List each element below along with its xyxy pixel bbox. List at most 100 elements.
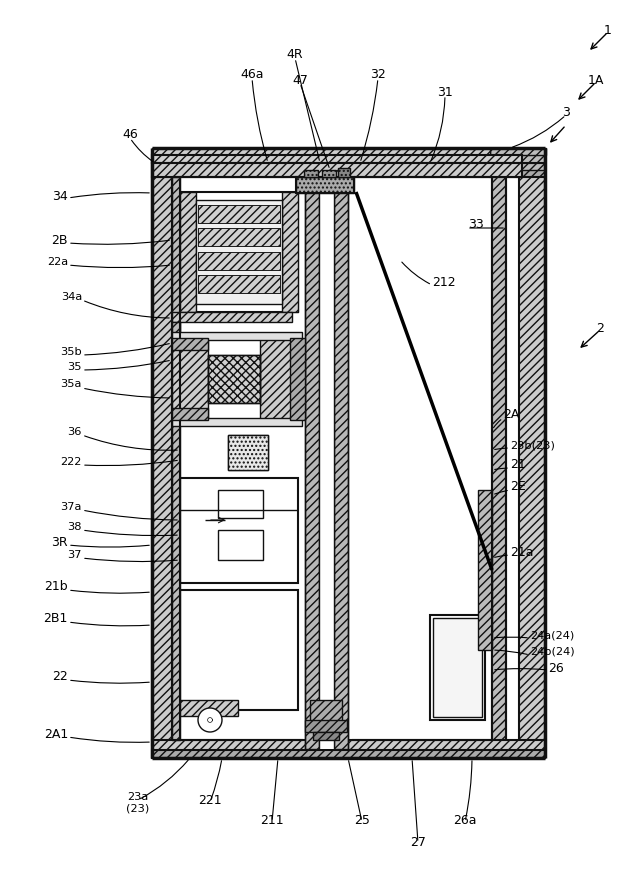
FancyArrowPatch shape <box>71 193 149 198</box>
Text: 35a: 35a <box>61 379 82 389</box>
Bar <box>338 168 350 177</box>
Bar <box>172 177 180 740</box>
Text: 1: 1 <box>604 24 612 37</box>
FancyArrowPatch shape <box>71 265 169 267</box>
FancyArrowPatch shape <box>402 262 429 284</box>
Text: 21b: 21b <box>44 581 68 594</box>
Bar <box>180 192 298 312</box>
Bar <box>152 155 522 163</box>
Text: 38: 38 <box>67 522 82 532</box>
Text: 35: 35 <box>67 362 82 372</box>
Text: 26: 26 <box>548 661 564 675</box>
Bar <box>310 700 342 725</box>
FancyArrowPatch shape <box>71 590 149 593</box>
FancyArrowPatch shape <box>84 511 177 520</box>
Text: 221: 221 <box>198 794 222 807</box>
Text: 222: 222 <box>61 457 82 467</box>
FancyArrowPatch shape <box>495 650 527 654</box>
Text: 211: 211 <box>260 814 284 826</box>
Bar <box>152 163 522 177</box>
Text: 4R: 4R <box>287 48 303 61</box>
FancyArrowPatch shape <box>252 81 268 160</box>
Bar <box>198 275 280 293</box>
Bar <box>313 732 339 740</box>
FancyArrowPatch shape <box>272 760 278 819</box>
Bar <box>198 205 280 223</box>
Bar <box>218 530 263 560</box>
Bar <box>296 177 354 193</box>
Bar <box>430 615 485 720</box>
Text: 34a: 34a <box>61 292 82 302</box>
Bar <box>296 177 354 193</box>
Bar <box>260 338 302 420</box>
Bar <box>290 338 305 420</box>
Text: 2A1: 2A1 <box>44 727 68 740</box>
Bar <box>152 750 545 758</box>
FancyArrowPatch shape <box>84 558 177 562</box>
FancyArrowPatch shape <box>361 81 378 160</box>
Text: 21: 21 <box>510 458 525 471</box>
Text: 31: 31 <box>437 86 453 98</box>
Text: 24a(24): 24a(24) <box>530 630 574 640</box>
FancyArrowPatch shape <box>84 301 169 318</box>
Bar <box>198 228 280 246</box>
Bar <box>305 720 347 732</box>
Text: 36: 36 <box>68 427 82 437</box>
Bar <box>492 177 506 745</box>
Bar <box>319 177 334 749</box>
Text: 22: 22 <box>52 670 68 683</box>
Text: 21a: 21a <box>510 546 534 559</box>
Bar <box>228 435 268 470</box>
Bar <box>490 148 546 155</box>
Bar <box>198 252 280 270</box>
FancyArrowPatch shape <box>71 738 149 742</box>
Bar <box>172 332 302 340</box>
Bar <box>152 740 545 758</box>
FancyArrowPatch shape <box>296 60 319 160</box>
FancyArrowPatch shape <box>84 361 169 370</box>
Text: 27: 27 <box>410 836 426 849</box>
Bar <box>152 177 172 745</box>
Text: 212: 212 <box>432 277 456 289</box>
FancyArrowPatch shape <box>431 98 445 160</box>
Text: 35b: 35b <box>60 347 82 357</box>
Bar <box>228 435 268 470</box>
Bar <box>196 200 282 304</box>
Text: 2A: 2A <box>503 408 520 421</box>
Text: 24b(24): 24b(24) <box>530 647 575 657</box>
Bar <box>304 170 318 177</box>
FancyArrowPatch shape <box>84 461 177 465</box>
Bar <box>282 192 298 312</box>
FancyArrowPatch shape <box>465 760 472 819</box>
FancyArrowPatch shape <box>211 760 221 800</box>
FancyArrowPatch shape <box>513 117 564 147</box>
Bar <box>322 170 336 177</box>
Bar <box>180 192 196 312</box>
FancyArrowPatch shape <box>495 555 508 557</box>
Text: 26a: 26a <box>453 814 477 826</box>
Text: 2E: 2E <box>510 481 525 493</box>
FancyArrowPatch shape <box>493 420 501 427</box>
Bar <box>218 490 263 518</box>
Bar <box>172 408 208 420</box>
FancyArrowPatch shape <box>495 448 508 449</box>
FancyArrowPatch shape <box>495 491 508 494</box>
Text: 37a: 37a <box>61 502 82 512</box>
Circle shape <box>198 708 222 732</box>
Bar <box>180 590 298 710</box>
Bar <box>180 700 238 716</box>
Text: 33: 33 <box>468 218 484 231</box>
Bar <box>172 338 208 420</box>
FancyArrowPatch shape <box>71 622 149 625</box>
FancyArrowPatch shape <box>495 668 545 670</box>
Bar <box>334 177 348 749</box>
FancyArrowPatch shape <box>495 468 508 470</box>
FancyArrowPatch shape <box>71 545 149 548</box>
Bar <box>208 355 260 403</box>
Bar <box>433 618 482 717</box>
Bar <box>152 163 522 177</box>
FancyArrowPatch shape <box>84 530 177 535</box>
Text: 1A: 1A <box>588 74 604 87</box>
FancyArrowPatch shape <box>140 760 188 799</box>
Bar <box>198 252 280 270</box>
